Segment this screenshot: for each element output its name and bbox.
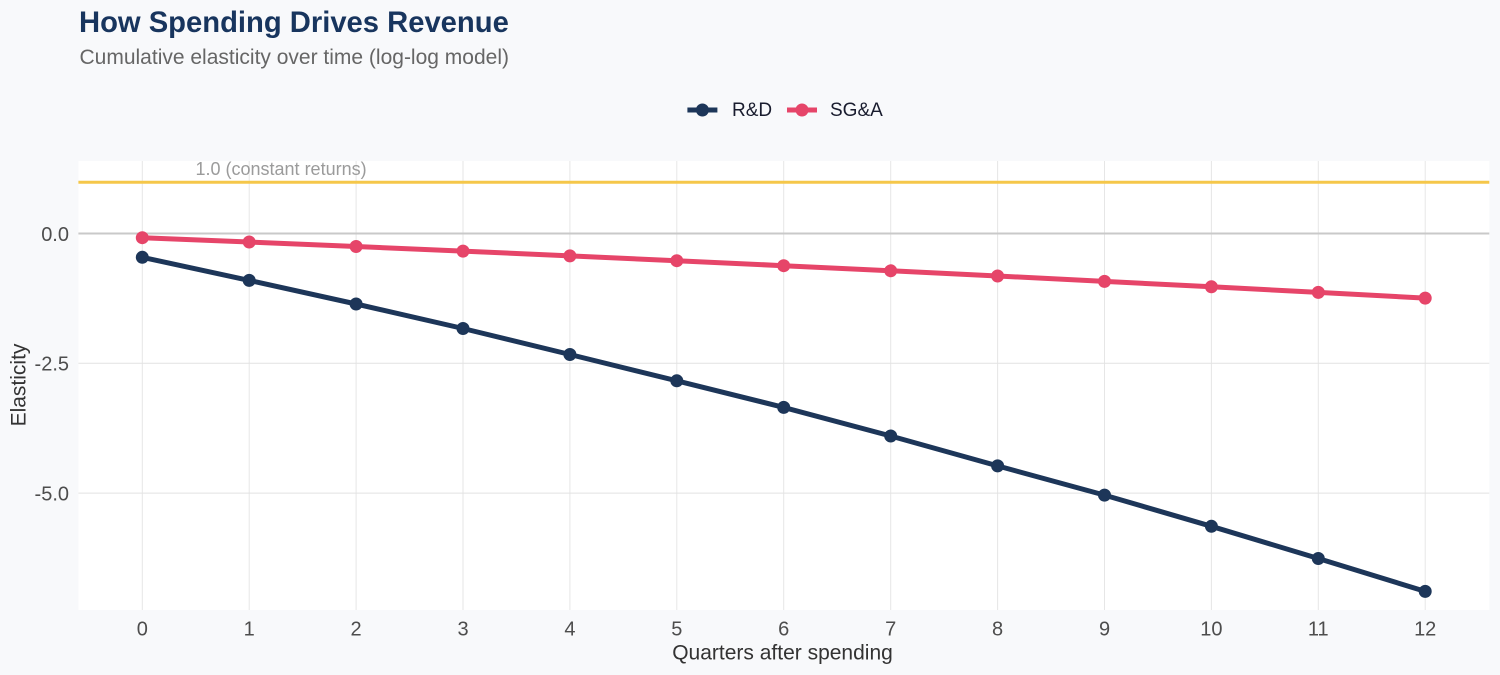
svg-text:R&D: R&D	[732, 100, 772, 121]
svg-text:1.0 (constant returns): 1.0 (constant returns)	[196, 159, 367, 179]
svg-text:10: 10	[1200, 619, 1222, 641]
svg-text:11: 11	[1308, 619, 1329, 641]
svg-text:1: 1	[244, 619, 255, 641]
svg-text:4: 4	[564, 619, 575, 641]
svg-text:5: 5	[671, 619, 682, 641]
svg-text:2: 2	[351, 619, 362, 641]
svg-text:0: 0	[137, 619, 148, 641]
svg-text:0.0: 0.0	[41, 224, 69, 246]
svg-text:-5.0: -5.0	[35, 483, 69, 505]
svg-text:Quarters after spending: Quarters after spending	[672, 641, 893, 664]
svg-text:Elasticity: Elasticity	[8, 343, 31, 426]
svg-text:-2.5: -2.5	[35, 354, 69, 376]
svg-text:Cumulative elasticity over tim: Cumulative elasticity over time (log-log…	[80, 46, 510, 69]
svg-text:3: 3	[457, 619, 468, 641]
svg-text:6: 6	[778, 619, 789, 641]
svg-text:9: 9	[1099, 619, 1110, 641]
svg-text:12: 12	[1414, 619, 1436, 641]
svg-text:How Spending Drives Revenue: How Spending Drives Revenue	[79, 7, 509, 39]
svg-text:8: 8	[992, 619, 1003, 641]
svg-text:SG&A: SG&A	[830, 100, 883, 121]
svg-text:7: 7	[885, 619, 896, 641]
